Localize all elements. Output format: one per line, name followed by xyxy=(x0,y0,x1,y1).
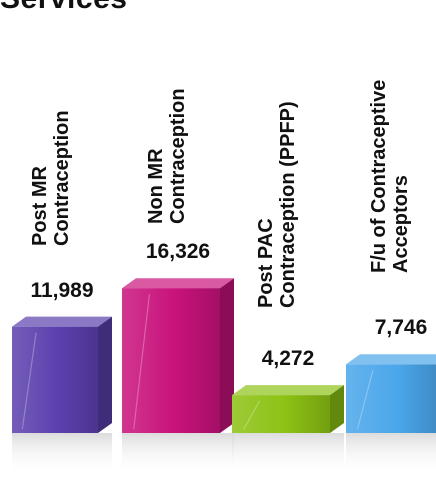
category-label: Post PAC Contraception (PPFP) xyxy=(255,101,299,308)
chart-title: Services xyxy=(0,0,127,16)
bar-shadow xyxy=(122,433,234,475)
bar-highlight xyxy=(133,294,151,430)
bar-top-face xyxy=(122,278,234,289)
category-label: Non MR Contraception xyxy=(145,88,189,224)
bar-side-face xyxy=(98,316,112,433)
bar xyxy=(122,288,220,433)
bar-top-face xyxy=(12,316,112,327)
bar xyxy=(232,395,330,433)
category-label-line: Post MR xyxy=(29,166,51,246)
category-label-line: Non MR xyxy=(145,148,167,224)
category-label-line: Post PAC xyxy=(255,218,277,308)
value-label: 7,746 xyxy=(374,316,428,340)
bar-side-face xyxy=(330,385,344,433)
bar-shadow xyxy=(232,433,344,475)
bar-side-face xyxy=(220,278,234,433)
bar-highlight xyxy=(356,370,374,430)
bar xyxy=(12,326,98,433)
category-label: Post MR Contraception xyxy=(29,110,73,246)
category-label: F/u of Contraceptive Acceptors xyxy=(368,80,412,273)
bar-highlight xyxy=(21,332,37,430)
value-label: 16,326 xyxy=(145,240,211,264)
bar-top-face xyxy=(346,354,436,365)
bar-top-face xyxy=(232,385,344,396)
bar-highlight xyxy=(243,400,260,430)
bar xyxy=(346,364,436,433)
bar-shadow xyxy=(12,433,112,475)
bar-shadow xyxy=(346,433,436,475)
category-label-line: F/u of Contraceptive xyxy=(368,79,390,273)
category-label-line: Contraception xyxy=(167,88,189,224)
category-label-line: Acceptors xyxy=(390,175,412,273)
value-label: 4,272 xyxy=(261,347,315,371)
category-label-line: Contraception xyxy=(51,110,73,246)
category-label-line: Contraception (PPFP) xyxy=(277,101,299,308)
value-label: 11,989 xyxy=(30,278,94,302)
